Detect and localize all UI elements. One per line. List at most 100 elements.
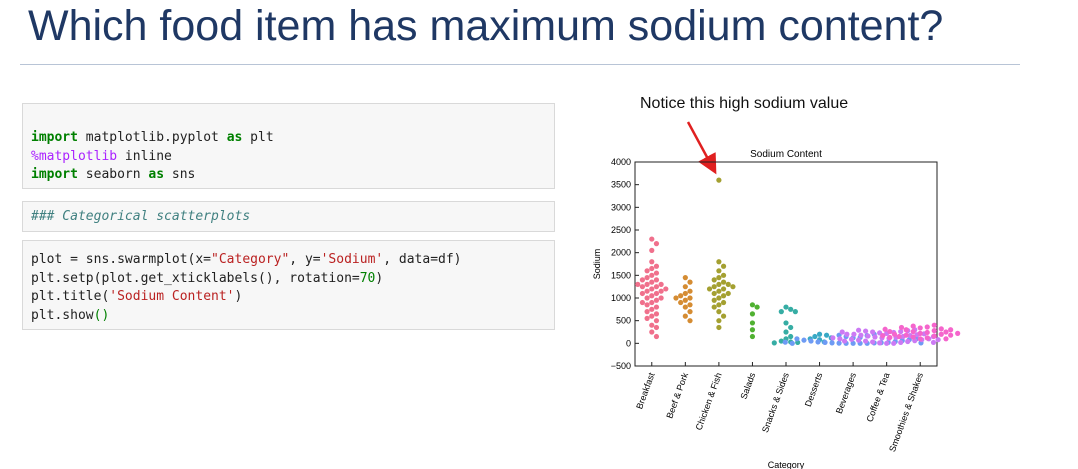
data-point (749, 327, 756, 333)
data-point (938, 331, 944, 337)
data-point (682, 284, 688, 290)
code-line: plt.show() (31, 307, 546, 326)
data-point (872, 334, 878, 340)
data-point (930, 339, 937, 346)
data-point (644, 268, 650, 274)
data-point (711, 297, 717, 303)
data-point (720, 313, 727, 319)
code-token: ) (234, 289, 243, 304)
data-point (910, 334, 916, 340)
data-point (935, 337, 941, 343)
data-point (789, 340, 795, 346)
data-point (815, 339, 821, 345)
data-point (839, 329, 845, 335)
data-point (649, 247, 655, 253)
data-point (649, 299, 655, 306)
code-token: 'Sodium' (320, 252, 384, 267)
code-line: import matplotlib.pyplot as plt (31, 129, 546, 148)
data-point (955, 330, 961, 336)
data-point (896, 333, 902, 340)
data-point (716, 268, 722, 274)
data-point (725, 281, 731, 287)
data-point (855, 337, 862, 343)
data-point (917, 336, 923, 342)
data-point (749, 302, 756, 308)
y-tick-label: 3500 (611, 180, 631, 190)
data-point (778, 338, 784, 344)
data-point (848, 336, 855, 342)
x-tick-label: Breakfast (634, 371, 657, 411)
code-token: plot = sns.swarmplot(x= (31, 252, 212, 267)
chart-title: Sodium Content (750, 149, 822, 160)
data-point (863, 328, 869, 334)
data-point (649, 236, 655, 242)
y-axis-label: Sodium (592, 249, 602, 280)
data-point (639, 299, 646, 306)
code-token: import (31, 167, 78, 182)
data-point (836, 340, 842, 346)
code-token: matplotlib.pyplot (77, 130, 227, 145)
data-point (870, 339, 876, 345)
data-point (658, 288, 664, 294)
slide-title: Which food item has maximum sodium conte… (28, 2, 944, 50)
data-point (649, 306, 655, 312)
data-point (870, 329, 876, 335)
data-point (725, 290, 731, 297)
data-point (716, 177, 722, 183)
code-line: import seaborn as sns (31, 166, 546, 185)
data-point (649, 329, 655, 335)
data-point (903, 327, 909, 333)
data-point (716, 324, 722, 331)
data-point (711, 284, 717, 290)
data-point (794, 336, 800, 342)
data-point (720, 263, 727, 269)
data-point (778, 309, 784, 315)
data-point (649, 313, 655, 319)
y-tick-label: 0 (626, 338, 631, 348)
code-token: sns (164, 167, 196, 182)
data-point (910, 328, 916, 335)
code-cell: import matplotlib.pyplot as plt %matplotl… (22, 103, 555, 189)
data-point (917, 330, 923, 336)
data-point (649, 279, 655, 285)
code-line: %matplotlib inline (31, 148, 546, 167)
y-tick-label: 2500 (611, 225, 631, 235)
data-point (711, 304, 717, 310)
x-tick-label: Snacks & Sides (760, 371, 791, 434)
data-point (948, 332, 954, 338)
x-axis-label: Category (768, 460, 805, 469)
data-point (822, 339, 828, 346)
x-tick-label: Beverages (834, 371, 858, 415)
y-tick-label: 2000 (611, 248, 631, 258)
data-point (877, 340, 883, 346)
code-token: "Category" (211, 252, 290, 267)
code-cell: ### Categorical scatterplots (22, 201, 555, 232)
annotation: Notice this high sodium value (640, 95, 848, 112)
data-point (816, 331, 823, 337)
y-tick-label: 1000 (611, 293, 631, 303)
data-point (644, 288, 650, 294)
data-point (716, 259, 722, 265)
data-point (658, 295, 664, 301)
data-point (812, 333, 818, 340)
data-point (678, 299, 684, 306)
data-point (716, 288, 722, 294)
data-point (649, 293, 655, 299)
data-point (687, 302, 693, 308)
data-point (943, 329, 949, 335)
data-point (706, 286, 713, 292)
code-line: plt.title('Sodium Content') (31, 288, 546, 307)
data-point (830, 335, 836, 341)
data-point (844, 331, 850, 337)
data-point (855, 327, 862, 333)
data-point (644, 281, 650, 287)
code-token: 70 (359, 270, 376, 286)
x-tick-label: Desserts (803, 371, 825, 408)
data-point (783, 329, 789, 335)
data-point (711, 277, 717, 283)
data-point (649, 322, 655, 328)
data-point (658, 281, 664, 287)
code-token: import (31, 130, 78, 145)
data-point (924, 335, 930, 341)
